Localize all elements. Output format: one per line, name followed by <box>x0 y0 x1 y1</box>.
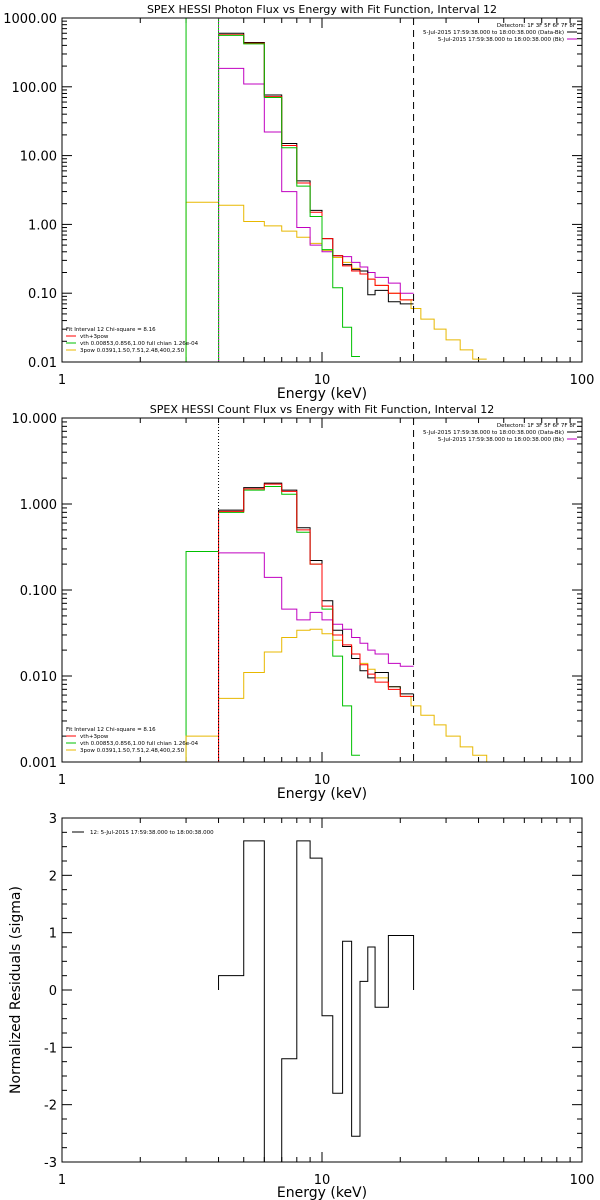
series-line-1 <box>185 485 360 762</box>
y-axis-label: Normalized Residuals (sigma) <box>8 886 24 1094</box>
y-tick-label: 1000.00 <box>3 12 57 27</box>
y-tick-label: -2 <box>44 1099 57 1114</box>
legend-entry: 3pow 0.0391,1.50,7.51,2.48,400,2.50 <box>80 348 185 354</box>
legend-entry: Detectors: 1F 3F 5F 6F 7F 8F <box>497 23 576 29</box>
plot-frame <box>61 817 583 1163</box>
y-tick-label: 3 <box>49 812 57 827</box>
series-line-4 <box>218 34 414 362</box>
legend-entry: Detectors: 1F 3F 5F 6F 7F 8F <box>497 423 576 429</box>
legend-entry: 5-Jul-2015 17:59:38.000 to 18:00:38.000 … <box>423 30 564 36</box>
legend-entry: Fit Interval 12 Chi-square = 8.16 <box>66 327 156 333</box>
y-tick-label: 0.01 <box>28 356 57 371</box>
x-axis-label: Energy (keV) <box>277 386 367 402</box>
legend-entry: 5-Jul-2015 17:59:38.000 to 18:00:38.000 … <box>438 437 564 443</box>
legend-entry: vth+3pow <box>80 334 109 340</box>
series-line-1 <box>218 840 415 1162</box>
series-line-1 <box>185 201 487 362</box>
x-tick-label: 10 <box>314 373 331 388</box>
plot-frame <box>61 417 583 763</box>
chart-panel-2: SPEX HESSI Count Flux vs Energy with Fit… <box>12 403 595 802</box>
y-tick-label: -1 <box>44 1041 57 1056</box>
legend-entry: 5-Jul-2015 17:59:38.000 to 18:00:38.000 … <box>423 430 564 436</box>
y-tick-label: 0.10 <box>28 287 57 302</box>
legend-entry: 12: 5-Jul-2015 17:59:38.000 to 18:00:38.… <box>90 830 214 836</box>
y-tick-label: 0 <box>49 984 57 999</box>
series-group <box>185 482 488 762</box>
plot-frame <box>61 17 583 363</box>
chart-title: SPEX HESSI Count Flux vs Energy with Fit… <box>150 403 494 416</box>
series-group <box>185 32 487 362</box>
y-tick-label: -3 <box>44 1156 57 1171</box>
y-tick-label: 0.001 <box>20 756 57 771</box>
x-tick-label: 1 <box>58 1173 66 1188</box>
y-tick-label: 1.000 <box>20 498 57 513</box>
x-tick-label: 100 <box>570 1173 595 1188</box>
x-axis-label: Energy (keV) <box>277 786 367 802</box>
x-tick-label: 1 <box>58 373 66 388</box>
chart-title: SPEX HESSI Photon Flux vs Energy with Fi… <box>147 3 497 16</box>
legend-entry: vth+3pow <box>80 734 109 740</box>
series-line-5 <box>218 34 360 362</box>
y-tick-label: 100.00 <box>12 81 58 96</box>
series-line-3 <box>218 32 414 362</box>
series-group <box>218 840 415 1162</box>
y-tick-label: 1 <box>49 927 57 942</box>
legend-entry: 3pow 0.0391,1.50,7.51,2.48,400,2.50 <box>80 748 185 754</box>
x-tick-label: 10 <box>314 1173 331 1188</box>
y-tick-label: 0.010 <box>20 670 57 685</box>
legend-entry: Fit Interval 12 Chi-square = 8.16 <box>66 727 156 733</box>
chart-panel-3: 1 10 100 Energy (keV) -3 -2 -1 0 1 2 3 Normalized R… <box>8 812 594 1200</box>
x-tick-label: 10 <box>314 773 331 788</box>
y-tick-label: 2 <box>49 869 57 884</box>
y-tick-label: 10.000 <box>12 412 58 427</box>
series-line-2 <box>218 67 414 362</box>
legend-entry: vth 0.00853,0.856,1.00 full chian 1.26e-… <box>80 341 199 347</box>
series-line-3 <box>218 552 414 762</box>
chart-panel-1: SPEX HESSI Photon Flux vs Energy with Fi… <box>3 3 594 402</box>
legend-entry: 5-Jul-2015 17:59:38.000 to 18:00:38.000 … <box>438 37 564 43</box>
y-tick-label: 1.00 <box>28 218 57 233</box>
y-tick-label: 0.100 <box>20 584 57 599</box>
x-tick-label: 100 <box>570 773 595 788</box>
x-tick-label: 100 <box>570 373 595 388</box>
series-line-5 <box>218 483 414 762</box>
x-axis-label: Energy (keV) <box>277 1185 367 1200</box>
legend-entry: vth 0.00853,0.856,1.00 full chian 1.26e-… <box>80 741 199 747</box>
x-tick-label: 1 <box>58 773 66 788</box>
series-line-4 <box>218 482 414 762</box>
y-tick-label: 10.00 <box>20 150 57 165</box>
